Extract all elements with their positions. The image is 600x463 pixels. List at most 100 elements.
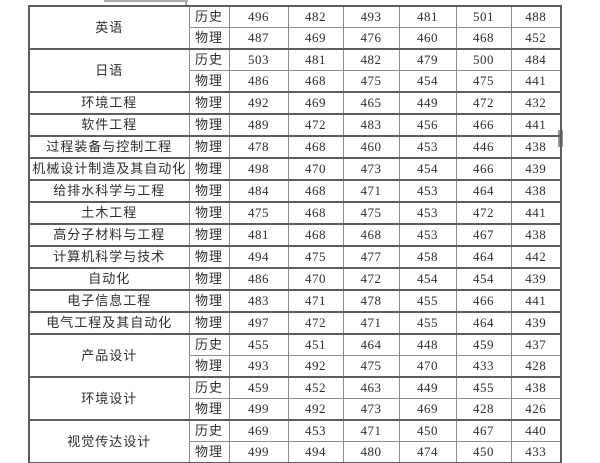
- score-cell: 481: [228, 223, 289, 247]
- subject-cell: 物理: [188, 91, 230, 115]
- score-cell: 465: [342, 91, 400, 115]
- score-cell: 439: [510, 157, 562, 181]
- score-cell: 480: [342, 441, 400, 463]
- score-cell: 471: [287, 289, 344, 313]
- score-cell: 441: [510, 201, 562, 225]
- subject-cell: 历史: [188, 48, 230, 71]
- score-cell: 439: [510, 311, 562, 335]
- score-cell: 456: [398, 113, 457, 137]
- score-cell: 454: [398, 157, 457, 181]
- subject-cell: 历史: [188, 5, 230, 28]
- score-cell: 475: [455, 70, 512, 93]
- score-cell: 468: [287, 135, 344, 159]
- score-cell: 466: [455, 113, 512, 137]
- subject-cell: 物理: [188, 245, 230, 269]
- major-cell: 电气工程及其自动化: [28, 311, 190, 335]
- score-cell: 454: [398, 70, 457, 93]
- score-cell: 468: [287, 179, 344, 203]
- score-cell: 441: [510, 289, 562, 313]
- score-cell: 500: [455, 48, 512, 71]
- score-cell: 493: [342, 5, 400, 28]
- score-cell: 489: [228, 113, 289, 137]
- table-row: 英语 历史 496 482 493 481 501 488: [28, 5, 562, 50]
- table-row: 环境工程 物理 492 469 465 449 472 432: [28, 91, 562, 115]
- subject-cell: 历史: [188, 333, 230, 356]
- subject-cell: 物理: [188, 441, 230, 463]
- score-cell: 450: [455, 441, 512, 463]
- score-cell: 481: [398, 5, 457, 28]
- score-cell: 471: [342, 419, 400, 442]
- major-cell: 高分子材料与工程: [28, 223, 190, 247]
- major-cell: 给排水科学与工程: [28, 179, 190, 203]
- score-cell: 475: [342, 355, 400, 378]
- score-cell: 455: [398, 311, 457, 335]
- score-cell: 472: [287, 311, 344, 335]
- score-cell: 477: [342, 245, 400, 269]
- score-cell: 463: [342, 376, 400, 399]
- table-row: 物理 499 492 473 469 428 426: [29, 398, 562, 421]
- score-cell: 460: [342, 135, 400, 159]
- scores-table-container: 英语 历史 496 482 493 481 501 488 物理 487 469 476 460 468 4…: [28, 5, 562, 463]
- score-cell: 487: [228, 27, 289, 50]
- score-table-body: 英语 历史 496 482 493 481 501 488 物理 487 469 476 460 468 4…: [28, 5, 562, 463]
- score-cell: 468: [342, 223, 400, 247]
- score-cell: 453: [287, 419, 344, 442]
- major-cell: 土木工程: [28, 201, 190, 225]
- table-row: 机械设计制造及其自动化 物理 498 470 473 454 466 439: [28, 157, 562, 181]
- score-cell: 439: [510, 267, 562, 291]
- score-cell: 449: [398, 91, 457, 115]
- score-cell: 475: [287, 245, 344, 269]
- score-cell: 459: [228, 376, 289, 399]
- major-cell: 环境工程: [28, 91, 190, 115]
- table-row: 计算机科学与技术 物理 494 475 477 458 464 442: [28, 245, 562, 269]
- score-cell: 451: [287, 333, 344, 356]
- score-cell: 498: [228, 157, 289, 181]
- score-cell: 469: [287, 91, 344, 115]
- score-cell: 483: [342, 113, 400, 137]
- score-cell: 438: [510, 179, 562, 203]
- major-cell: 日语: [28, 48, 190, 93]
- score-cell: 438: [510, 223, 562, 247]
- score-cell: 482: [287, 5, 344, 28]
- table-row: 电子信息工程 物理 483 471 478 455 466 441: [28, 289, 562, 313]
- score-cell: 466: [455, 157, 512, 181]
- score-cell: 453: [398, 223, 457, 247]
- score-cell: 484: [228, 179, 289, 203]
- score-cell: 481: [287, 48, 344, 71]
- major-cell: 视觉传达设计: [28, 419, 190, 463]
- table-row: 给排水科学与工程 物理 484 468 471 453 464 438: [28, 179, 562, 203]
- score-cell: 483: [228, 289, 289, 313]
- score-cell: 450: [398, 419, 457, 442]
- score-cell: 464: [455, 311, 512, 335]
- score-cell: 467: [455, 419, 512, 442]
- score-cell: 475: [342, 70, 400, 93]
- major-cell: 电子信息工程: [28, 289, 190, 313]
- subject-cell: 物理: [188, 135, 230, 159]
- score-cell: 433: [455, 355, 512, 378]
- score-cell: 484: [510, 48, 562, 71]
- score-cell: 494: [228, 245, 289, 269]
- score-cell: 460: [398, 27, 457, 50]
- major-cell: 软件工程: [28, 113, 190, 137]
- subject-cell: 物理: [188, 289, 230, 313]
- score-cell: 494: [287, 441, 344, 463]
- score-cell: 442: [510, 245, 562, 269]
- major-cell: 自动化: [28, 267, 190, 291]
- table-row: 日语 历史 503 481 482 479 500 484: [28, 48, 562, 93]
- score-cell: 496: [228, 5, 289, 28]
- score-cell: 482: [342, 48, 400, 71]
- score-cell: 503: [228, 48, 289, 71]
- score-cell: 473: [342, 398, 400, 421]
- score-cell: 454: [398, 267, 457, 291]
- score-cell: 493: [228, 355, 289, 378]
- subject-cell: 历史: [188, 376, 230, 399]
- score-cell: 449: [398, 376, 457, 399]
- score-cell: 468: [287, 223, 344, 247]
- major-cell: 计算机科学与技术: [28, 245, 190, 269]
- table-row: 环境设计 历史 459 452 463 449 455 438: [28, 376, 562, 421]
- score-cell: 469: [398, 398, 457, 421]
- score-cell: 492: [228, 91, 289, 115]
- major-cell: 机械设计制造及其自动化: [28, 157, 190, 181]
- score-cell: 446: [455, 135, 512, 159]
